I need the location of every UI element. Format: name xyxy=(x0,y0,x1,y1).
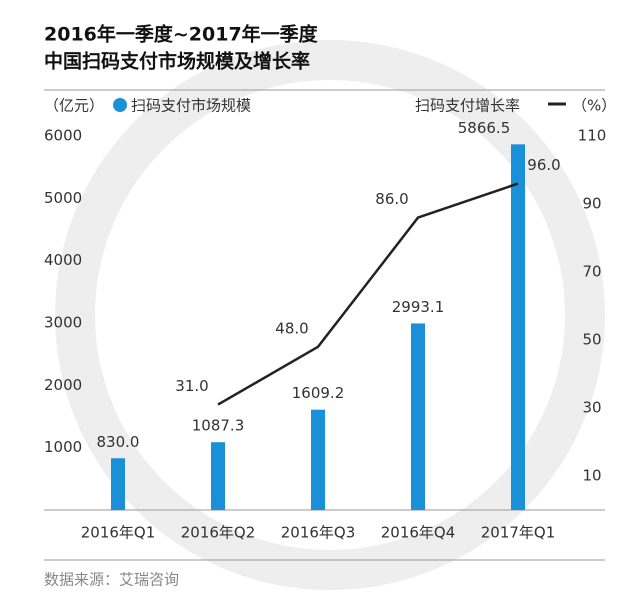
y-tick-label: 1000 xyxy=(44,438,82,456)
chart-title: 2016年一季度~2017年一季度 xyxy=(44,23,319,46)
data-label: 1609.2 xyxy=(292,384,345,402)
legend-swatch xyxy=(113,98,127,112)
data-label: 830.0 xyxy=(97,433,140,451)
data-label: 86.0 xyxy=(375,190,408,208)
y-tick-label: 5000 xyxy=(44,189,82,207)
data-label: 5866.5 xyxy=(458,119,511,137)
bar xyxy=(311,409,325,510)
data-label: 31.0 xyxy=(175,377,208,395)
x-tick-label: 2017年Q1 xyxy=(481,524,556,542)
chart-title: 中国扫码支付市场规模及增长率 xyxy=(44,50,310,73)
y-axis-unit: （亿元） xyxy=(44,97,104,115)
legend-label: 扫码支付增长率 xyxy=(415,97,520,115)
y-tick-label: 4000 xyxy=(44,251,82,269)
source: 数据来源：艾瑞咨询 xyxy=(44,571,179,589)
y2-tick-label: 110 xyxy=(578,127,607,145)
watermark xyxy=(55,40,605,590)
y-tick-label: 6000 xyxy=(44,127,82,145)
x-tick-label: 2016年Q3 xyxy=(281,524,356,542)
x-tick-label: 2016年Q4 xyxy=(381,524,456,542)
x-tick-label: 2016年Q1 xyxy=(81,524,156,542)
line xyxy=(217,182,519,406)
y-tick-label: 2000 xyxy=(44,376,82,394)
legend-label: 扫码支付市场规模 xyxy=(131,97,251,115)
data-label: 2993.1 xyxy=(392,298,445,316)
y2-tick-label: 50 xyxy=(582,331,601,349)
y-tick-label: 3000 xyxy=(44,314,82,332)
bar xyxy=(411,323,425,510)
y2-tick-label: 90 xyxy=(582,195,601,213)
data-label: 1087.3 xyxy=(192,417,245,435)
x-tick-label: 2016年Q2 xyxy=(181,524,256,542)
bar xyxy=(511,144,525,510)
data-label: 96.0 xyxy=(527,156,560,174)
bar xyxy=(211,442,225,510)
data-label: 48.0 xyxy=(275,319,308,337)
y2-tick-label: 70 xyxy=(582,263,601,281)
y2-tick-label: 30 xyxy=(582,399,601,417)
y2-tick-label: 10 xyxy=(582,467,601,485)
bar xyxy=(111,458,125,510)
y2-axis-unit: （%） xyxy=(572,97,616,115)
